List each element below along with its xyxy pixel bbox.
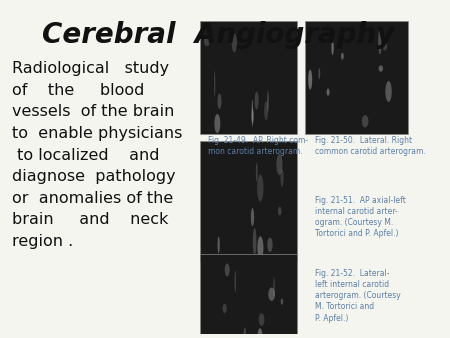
Ellipse shape <box>331 40 334 55</box>
Ellipse shape <box>259 313 265 326</box>
Ellipse shape <box>327 89 329 96</box>
Text: Radiological   study
of    the     blood
vessels  of the brain
to  enable physic: Radiological study of the blood vessels … <box>12 61 182 249</box>
Ellipse shape <box>267 91 269 112</box>
Ellipse shape <box>378 65 383 72</box>
Ellipse shape <box>362 115 369 127</box>
Bar <box>200 141 297 261</box>
Bar <box>200 254 297 338</box>
Ellipse shape <box>223 304 227 313</box>
Ellipse shape <box>383 43 387 50</box>
Ellipse shape <box>218 236 220 253</box>
Ellipse shape <box>308 70 312 90</box>
Ellipse shape <box>217 94 221 109</box>
Ellipse shape <box>214 71 215 97</box>
Ellipse shape <box>276 154 283 175</box>
Text: Fig. 21-52.  Lateral-
left internal carotid
arterogram. (Courtesy
M. Tortorici a: Fig. 21-52. Lateral- left internal carot… <box>315 269 401 322</box>
Ellipse shape <box>204 36 210 46</box>
Ellipse shape <box>278 207 281 215</box>
Ellipse shape <box>280 169 284 187</box>
Ellipse shape <box>268 288 275 301</box>
Ellipse shape <box>281 298 283 305</box>
Ellipse shape <box>225 263 230 276</box>
Ellipse shape <box>257 174 264 201</box>
Ellipse shape <box>241 336 243 338</box>
Ellipse shape <box>256 163 258 182</box>
Ellipse shape <box>257 236 263 260</box>
Text: Fig. 21-51.  AP axial-left
internal carotid arter-
ogram. (Courtesy M.
Tortorici: Fig. 21-51. AP axial-left internal carot… <box>315 196 406 238</box>
Ellipse shape <box>214 114 220 133</box>
Bar <box>200 21 297 135</box>
Ellipse shape <box>255 92 259 110</box>
Text: Cerebral  Angiography: Cerebral Angiography <box>42 21 395 49</box>
Ellipse shape <box>258 328 262 338</box>
Ellipse shape <box>253 228 256 255</box>
Ellipse shape <box>234 271 236 292</box>
Ellipse shape <box>341 53 344 60</box>
Ellipse shape <box>252 109 254 123</box>
Text: Fig. 21-50.  Lateral. Right
common carotid arterogram.: Fig. 21-50. Lateral. Right common caroti… <box>315 136 426 156</box>
Ellipse shape <box>378 27 382 54</box>
Ellipse shape <box>385 81 392 102</box>
Ellipse shape <box>273 277 275 298</box>
Ellipse shape <box>243 328 246 338</box>
Text: Fig. 21-49.  AP. Right com-
mon carotid arterogram.: Fig. 21-49. AP. Right com- mon carotid a… <box>208 136 308 156</box>
Bar <box>305 21 408 135</box>
Ellipse shape <box>318 68 320 79</box>
Ellipse shape <box>251 208 254 226</box>
Ellipse shape <box>264 101 268 120</box>
Ellipse shape <box>267 238 273 252</box>
Ellipse shape <box>232 33 237 52</box>
Ellipse shape <box>252 100 253 127</box>
